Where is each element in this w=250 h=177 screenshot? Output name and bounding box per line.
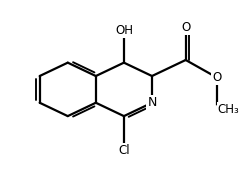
Text: Cl: Cl	[118, 144, 130, 157]
Ellipse shape	[209, 106, 224, 113]
Text: O: O	[181, 21, 190, 34]
Text: CH₃: CH₃	[218, 103, 239, 116]
Text: O: O	[212, 71, 221, 84]
Text: N: N	[147, 96, 157, 109]
Ellipse shape	[116, 27, 131, 34]
Text: OH: OH	[115, 24, 133, 37]
Ellipse shape	[212, 74, 221, 80]
Ellipse shape	[182, 25, 190, 31]
Ellipse shape	[118, 147, 130, 154]
Ellipse shape	[146, 99, 158, 106]
